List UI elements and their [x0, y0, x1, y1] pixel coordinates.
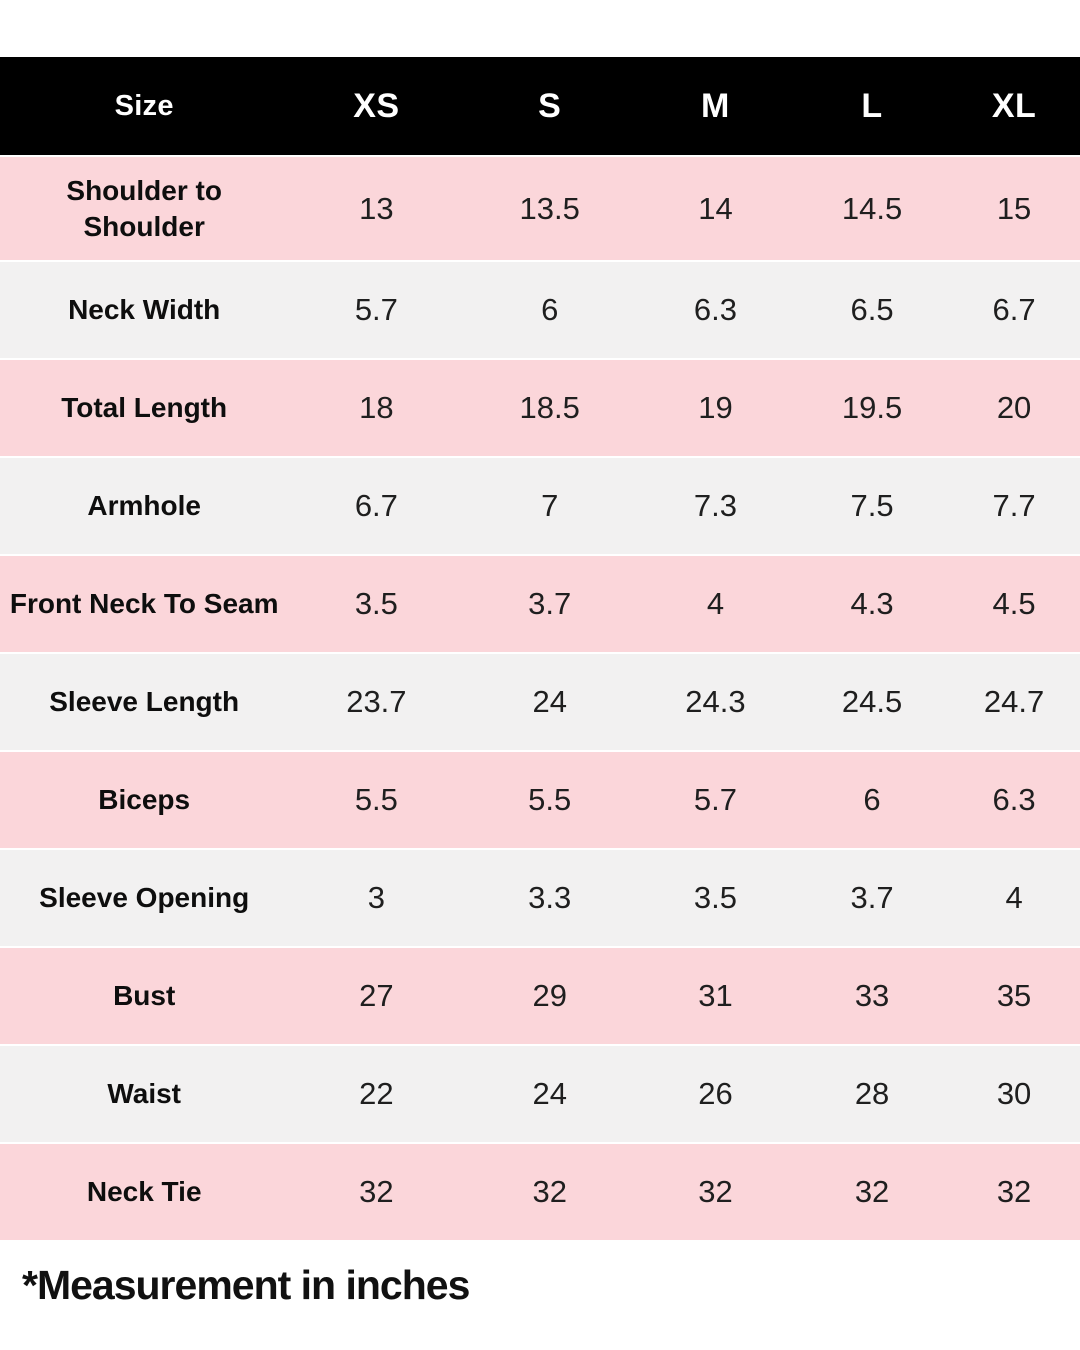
row-measurement-label: Waist [107, 1078, 181, 1109]
row-measurement-label: Bust [113, 980, 176, 1011]
cell-value-xl: 6.7 [992, 292, 1036, 327]
cell-value-l: 19.5 [841, 390, 903, 425]
table-row: Neck Tie 32 32 32 32 32 [0, 1144, 1080, 1240]
row-measurement-label: Armhole [87, 490, 201, 521]
cell-value-l: 7.5 [850, 488, 894, 523]
cell-value-s: 3.7 [528, 586, 572, 621]
row-measurement-label: Neck Tie [86, 1176, 202, 1207]
table-row: Front Neck To Seam 3.5 3.7 4 4.3 4.5 [0, 556, 1080, 652]
cell-value-xl: 4 [1005, 880, 1023, 915]
table-row: Neck Width 5.7 6 6.3 6.5 6.7 [0, 262, 1080, 358]
cell-value-xs: 5.5 [354, 782, 398, 817]
row-measurement-label: Biceps [98, 784, 191, 815]
cell-value-xs: 22 [359, 1076, 394, 1111]
cell-value-s: 13.5 [519, 190, 580, 226]
cell-value-l: 3.7 [850, 880, 894, 915]
cell-value-m: 4 [706, 586, 725, 621]
cell-value-xs: 13 [359, 190, 394, 226]
table-row: Waist 22 24 26 28 30 [0, 1046, 1080, 1142]
table-body: Shoulder to Shoulder 13 13.5 14 14.5 15 … [0, 157, 1080, 1240]
cell-value-m: 19 [698, 390, 733, 425]
table-row: Biceps 5.5 5.5 5.7 6 6.3 [0, 752, 1080, 848]
cell-value-l: 32 [854, 1174, 890, 1209]
cell-value-l: 33 [854, 978, 890, 1013]
cell-value-xs: 3 [367, 880, 385, 915]
cell-value-l: 6.5 [850, 292, 894, 327]
cell-value-xs: 27 [359, 978, 394, 1013]
cell-value-l: 14.5 [841, 190, 903, 226]
table-row: Sleeve Opening 3 3.3 3.5 3.7 4 [0, 850, 1080, 946]
cell-value-l: 28 [854, 1076, 890, 1111]
cell-value-xl: 4.5 [992, 586, 1036, 621]
size-chart-table: Size XS S M L XL Shoulder to Shoulder 13… [0, 57, 1080, 1240]
cell-value-m: 5.7 [693, 782, 738, 817]
cell-value-xl: 7.7 [992, 488, 1036, 523]
table-row: Bust 27 29 31 33 35 [0, 948, 1080, 1044]
cell-value-m: 24.3 [685, 684, 746, 719]
header-col-m: M [701, 86, 730, 125]
cell-value-s: 32 [532, 1174, 567, 1209]
cell-value-s: 6 [541, 292, 559, 327]
row-measurement-label: Front Neck To Seam [9, 588, 279, 619]
cell-value-xs: 32 [359, 1174, 394, 1209]
cell-value-xl: 15 [996, 190, 1032, 226]
table-row: Shoulder to Shoulder 13 13.5 14 14.5 15 [0, 157, 1080, 260]
header-col-xs: XS [353, 86, 400, 125]
cell-value-xs: 6.7 [354, 488, 398, 523]
cell-value-m: 14 [698, 190, 733, 226]
row-measurement-label: Neck Width [68, 294, 221, 325]
cell-value-xs: 5.7 [354, 292, 398, 327]
row-measurement-label: Shoulder to Shoulder [66, 174, 222, 242]
cell-value-xl: 30 [996, 1076, 1032, 1111]
header-size-label: Size [114, 89, 174, 122]
table-row: Sleeve Length 23.7 24 24.3 24.5 24.7 [0, 654, 1080, 750]
header-col-xl: XL [991, 86, 1037, 125]
cell-value-xl: 6.3 [992, 782, 1036, 817]
table-row: Armhole 6.7 7 7.3 7.5 7.7 [0, 458, 1080, 554]
cell-value-xs: 18 [359, 390, 394, 425]
cell-value-s: 3.3 [528, 880, 572, 915]
cell-value-s: 18.5 [519, 390, 580, 425]
cell-value-s: 24 [532, 1076, 567, 1111]
cell-value-s: 7 [541, 488, 559, 523]
header-col-l: L [861, 86, 883, 125]
cell-value-xs: 23.7 [346, 684, 407, 719]
cell-value-m: 31 [698, 978, 733, 1013]
cell-value-xl: 20 [996, 390, 1032, 425]
row-measurement-label: Total Length [61, 392, 228, 423]
cell-value-m: 32 [698, 1174, 733, 1209]
cell-value-s: 29 [532, 978, 567, 1013]
cell-value-xs: 3.5 [354, 586, 398, 621]
cell-value-xl: 32 [996, 1174, 1032, 1209]
cell-value-m: 7.3 [693, 488, 738, 523]
header-col-s: S [538, 86, 562, 125]
table-row: Total Length 18 18.5 19 19.5 20 [0, 360, 1080, 456]
cell-value-xl: 24.7 [983, 684, 1045, 719]
cell-value-l: 4.3 [850, 586, 894, 621]
row-measurement-label: Sleeve Opening [39, 882, 250, 913]
table-header-row: Size XS S M L XL [0, 57, 1080, 155]
cell-value-s: 24 [532, 684, 567, 719]
measurement-unit-note: *Measurement in inches [22, 1262, 470, 1308]
row-measurement-label: Sleeve Length [49, 686, 240, 717]
cell-value-m: 3.5 [693, 880, 738, 915]
cell-value-xl: 35 [996, 978, 1032, 1013]
cell-value-l: 6 [863, 782, 881, 817]
cell-value-s: 5.5 [528, 782, 572, 817]
cell-value-m: 6.3 [693, 292, 738, 327]
cell-value-m: 26 [698, 1076, 733, 1111]
cell-value-l: 24.5 [841, 684, 903, 719]
